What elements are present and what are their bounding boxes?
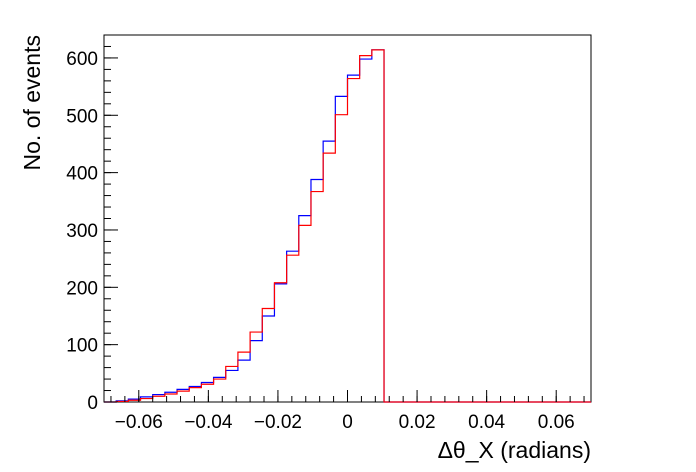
x-tick-label: 0.06 — [538, 412, 575, 433]
x-tick-label: 0.04 — [468, 412, 505, 433]
x-tick-label: 0.02 — [399, 412, 436, 433]
x-tick-label: −0.04 — [184, 412, 233, 433]
y-tick-label: 0 — [87, 393, 98, 414]
x-tick-label: −0.06 — [115, 412, 163, 433]
y-tick-label: 100 — [66, 336, 98, 357]
histogram-series-2 — [104, 49, 591, 403]
x-tick-label: −0.02 — [254, 412, 302, 433]
y-tick-label: 400 — [66, 164, 98, 185]
y-tick-label: 300 — [66, 221, 98, 242]
y-axis-label: No. of events — [19, 35, 45, 171]
y-tick-label: 200 — [66, 278, 98, 299]
x-tick-label: 0 — [342, 412, 353, 433]
x-axis-label: Δθ_X (radians) — [438, 437, 591, 463]
y-tick-label: 600 — [66, 49, 98, 70]
y-tick-label: 500 — [66, 106, 98, 127]
